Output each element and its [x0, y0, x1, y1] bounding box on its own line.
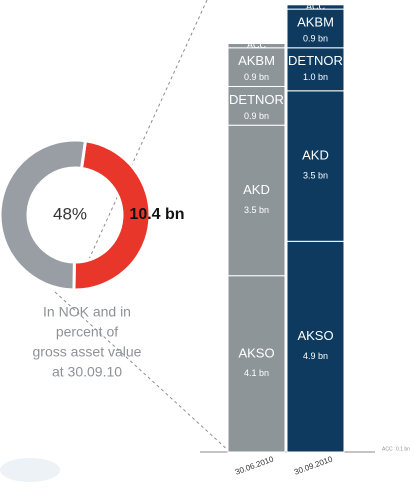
bar-segment: [227, 124, 286, 277]
donut-segment: [0, 138, 88, 292]
caption: percent of: [56, 324, 118, 340]
segment-value-label: 4.1 bn: [244, 368, 269, 378]
bar-segment: [227, 86, 286, 126]
logo: [0, 458, 60, 482]
segment-name: ACC: [306, 1, 326, 11]
segment-name: ACC: [247, 40, 267, 50]
outside-name: ACC: [382, 446, 393, 452]
bar-segment: [227, 47, 286, 87]
segment-value-label: 4.9 bn: [303, 351, 328, 361]
segment-value-label: 1.0 bn: [303, 72, 328, 82]
segment-name: AKD: [302, 147, 329, 162]
bar-segment: [286, 47, 345, 92]
bar-segment: [227, 275, 286, 453]
bar-segment: [286, 240, 345, 453]
segment-name: AKSO: [297, 328, 333, 343]
caption: at 30.09.10: [52, 364, 122, 380]
segment-name: AKSO: [238, 345, 274, 360]
x-tick-label: 30.06.2010: [234, 454, 275, 476]
bar-segment: [227, 43, 286, 49]
bar-segment: [286, 90, 345, 242]
donut-center-label: 10.4 bn: [129, 206, 184, 223]
caption: In NOK and in: [43, 304, 131, 320]
segment-value-label: 3.5 bn: [303, 170, 328, 180]
segment-name: DETNOR: [229, 92, 284, 107]
bar-segment: [286, 4, 345, 10]
segment-name: AKBM: [238, 53, 275, 68]
connector-line: [74, 0, 208, 291]
outside-value-label: 0.1 bn: [396, 446, 410, 452]
bar-segment: [286, 8, 345, 49]
donut-segment: [72, 139, 152, 292]
segment-value-label: 0.9 bn: [244, 72, 269, 82]
segment-name: DETNOR: [288, 53, 343, 68]
segment-name: AKD: [243, 182, 270, 197]
segment-value-label: 0.9 bn: [303, 33, 328, 43]
caption: gross asset value: [33, 344, 142, 360]
x-tick-label: 30.09.2010: [293, 454, 334, 476]
donut-value-label: 48%: [53, 204, 87, 223]
segment-value-label: 3.5 bn: [244, 205, 269, 215]
segment-value-label: 0.9 bn: [244, 111, 269, 121]
segment-name: AKBM: [297, 15, 334, 30]
